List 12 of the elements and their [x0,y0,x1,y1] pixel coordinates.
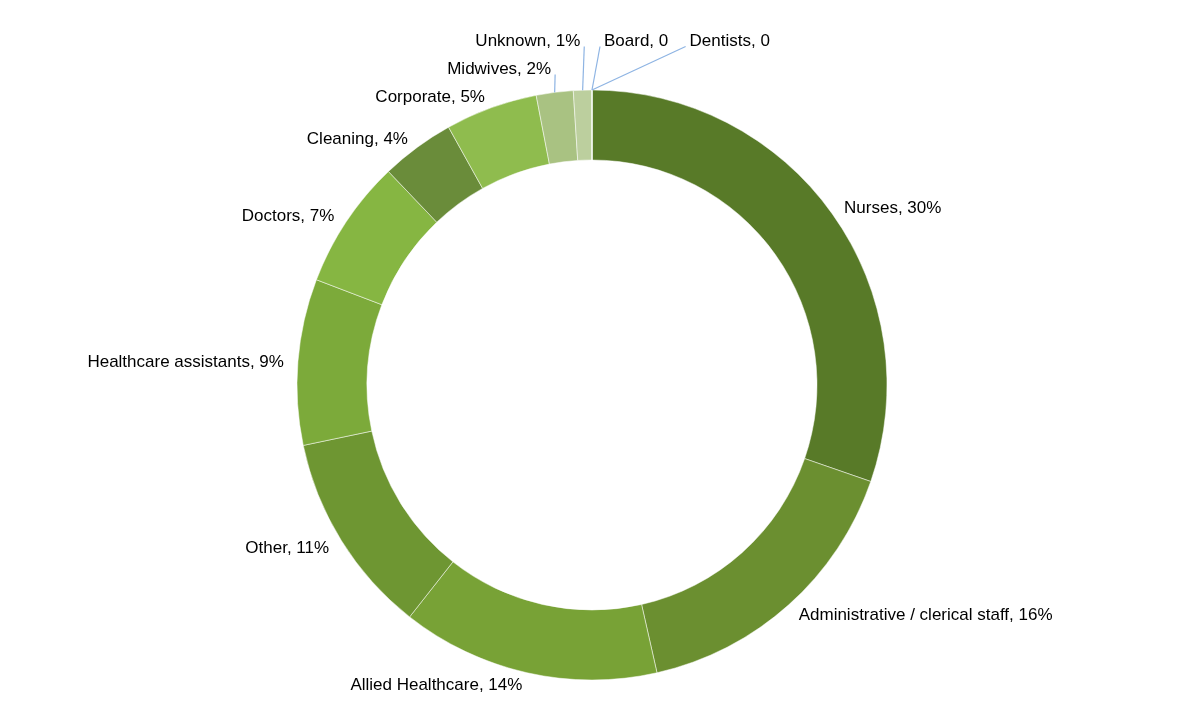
slice-label: Other, 11% [245,537,330,557]
slice-label: Cleaning, 4% [306,128,408,148]
category-label: Board, 0 [604,31,669,51]
slice-label: Healthcare assistants, 9% [87,351,284,371]
slice-label: Allied Healthcare, 14% [350,675,523,695]
slice-label: Doctors, 7% [241,205,335,225]
category-label: Dentists, 0 [689,31,770,51]
slice-label: Nurses, 30% [844,197,942,217]
slice-label: Corporate, 5% [375,87,485,107]
slice-label: Administrative / clerical staff, 16% [798,604,1053,624]
slice-label: Midwives, 2% [447,59,552,79]
slice-label: Unknown, 1% [475,31,581,51]
